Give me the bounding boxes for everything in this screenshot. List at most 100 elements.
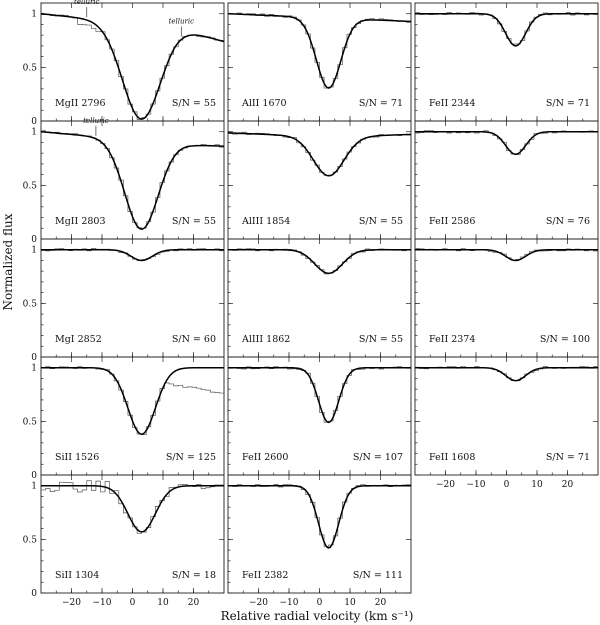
snr-label: S/N = 71 [546, 98, 590, 109]
y-tick-label: 1 [31, 246, 37, 256]
ion-label: AlIII 1862 [241, 334, 290, 345]
ion-label: FeII 2344 [429, 98, 475, 109]
model-profile [40, 130, 225, 230]
model-profile [41, 366, 224, 436]
model-profile [228, 366, 411, 424]
x-tick-label: −10 [93, 598, 112, 608]
spectrum-panel: FeII 2382 S/N = 111 −20 −10 0 10 20 [227, 474, 412, 608]
x-tick-label: −10 [280, 598, 299, 608]
x-tick-label: 20 [188, 598, 200, 608]
snr-label: S/N = 55 [359, 216, 403, 227]
x-tick-label: 10 [531, 480, 543, 490]
snr-label: S/N = 100 [540, 334, 590, 345]
x-tick-label: −20 [62, 598, 81, 608]
observed-spectrum [228, 12, 411, 89]
y-tick-label: 0.5 [23, 417, 38, 427]
spectrum-panel: AlIII 1854 S/N = 55 [227, 120, 412, 240]
ion-label: FeII 2600 [242, 452, 288, 463]
model-profile [415, 248, 598, 262]
y-tick-label: 0.5 [23, 181, 38, 191]
x-tick-label: 10 [157, 598, 169, 608]
x-tick-label: 0 [504, 480, 510, 490]
snr-label: S/N = 55 [172, 216, 216, 227]
spectrum-panel: 0 0.5 1 SiII 1304 S/N = 18 −20 −10 0 10 20 [23, 474, 225, 608]
x-axis-title: Relative radial velocity (km s⁻¹) [221, 609, 414, 623]
observed-spectrum [415, 12, 598, 45]
spectrum-panel: FeII 2344 S/N = 71 [414, 2, 599, 122]
model-profile [227, 132, 412, 177]
spectrum-panel: 0 0.5 1 telluric telluric MgII 2796 S/N = 55 [23, 0, 225, 127]
ion-label: AlII 1670 [241, 98, 287, 109]
ion-label: FeII 2382 [242, 570, 288, 581]
x-tick-label: 20 [375, 598, 387, 608]
snr-label: S/N = 76 [546, 216, 590, 227]
spectrum-panel: FeII 2374 S/N = 100 [414, 238, 599, 358]
spectrum-panel: AlII 1670 S/N = 71 [227, 2, 412, 122]
y-tick-label: 1 [31, 482, 37, 492]
y-tick-label: 0 [31, 235, 37, 245]
y-tick-label: 1 [31, 128, 37, 138]
y-tick-label: 0 [31, 353, 37, 363]
y-tick-label: 0.5 [23, 535, 38, 545]
x-tick-label: −20 [436, 480, 455, 490]
model-profile [41, 484, 224, 533]
observed-spectrum [415, 130, 598, 156]
observed-spectrum [41, 366, 224, 435]
observed-spectrum [228, 248, 411, 275]
snr-label: S/N = 71 [546, 452, 590, 463]
telluric-label: telluric [83, 117, 109, 125]
observed-spectrum [228, 484, 411, 547]
model-profile [415, 130, 598, 156]
spectrum-panel: FeII 2600 S/N = 107 [227, 356, 412, 476]
spectrum-panel: FeII 1608 S/N = 71 −20 −10 0 10 20 [414, 356, 599, 490]
ion-label: FeII 2374 [429, 334, 475, 345]
snr-label: S/N = 55 [172, 98, 216, 109]
observed-spectrum [415, 366, 598, 382]
observed-spectrum [41, 480, 224, 534]
model-profile [228, 484, 411, 549]
x-tick-label: 20 [562, 480, 574, 490]
ion-label: MgI 2852 [55, 334, 102, 345]
snr-label: S/N = 71 [359, 98, 403, 109]
snr-label: S/N = 60 [172, 334, 216, 345]
snr-label: S/N = 125 [166, 452, 216, 463]
snr-label: S/N = 111 [353, 570, 403, 581]
ion-label: SiII 1304 [55, 570, 99, 581]
model-profile [228, 248, 411, 275]
x-tick-label: 0 [317, 598, 323, 608]
model-profile [415, 12, 598, 47]
y-tick-label: 0.5 [23, 299, 38, 309]
telluric-label: telluric [169, 18, 195, 26]
model-profile [415, 366, 598, 382]
y-tick-label: 0.5 [23, 63, 38, 73]
y-axis-title: Normalized flux [1, 213, 15, 310]
ion-label: AlIII 1854 [241, 216, 290, 227]
x-tick-label: −20 [249, 598, 268, 608]
y-tick-label: 0 [31, 117, 37, 127]
ion-label: FeII 1608 [429, 452, 475, 463]
x-tick-label: 10 [344, 598, 356, 608]
y-tick-label: 0 [31, 589, 37, 599]
snr-label: S/N = 107 [353, 452, 403, 463]
y-tick-label: 1 [31, 10, 37, 20]
model-profile [41, 248, 224, 262]
ion-label: MgII 2796 [55, 98, 106, 109]
ion-label: FeII 2586 [429, 216, 475, 227]
y-tick-label: 1 [31, 364, 37, 374]
snr-label: S/N = 18 [172, 570, 216, 581]
telluric-label: telluric [74, 0, 100, 6]
x-tick-label: −10 [467, 480, 486, 490]
snr-label: S/N = 55 [359, 334, 403, 345]
spectrum-panel: AlIII 1862 S/N = 55 [227, 238, 412, 358]
spectrum-panel: FeII 2586 S/N = 76 [414, 120, 599, 240]
spectrum-panel: 0 0.5 1 telluric MgII 2803 S/N = 55 [23, 117, 225, 245]
model-profile [40, 12, 225, 120]
ion-label: MgII 2803 [55, 216, 106, 227]
spectrum-panel: 0 0.5 1 MgI 2852 S/N = 60 [23, 238, 225, 363]
observed-spectrum [228, 366, 411, 423]
y-tick-label: 0 [31, 471, 37, 481]
ion-label: SiII 1526 [55, 452, 99, 463]
spectrum-panel: 0 0.5 1 SiII 1526 S/N = 125 [23, 356, 225, 481]
